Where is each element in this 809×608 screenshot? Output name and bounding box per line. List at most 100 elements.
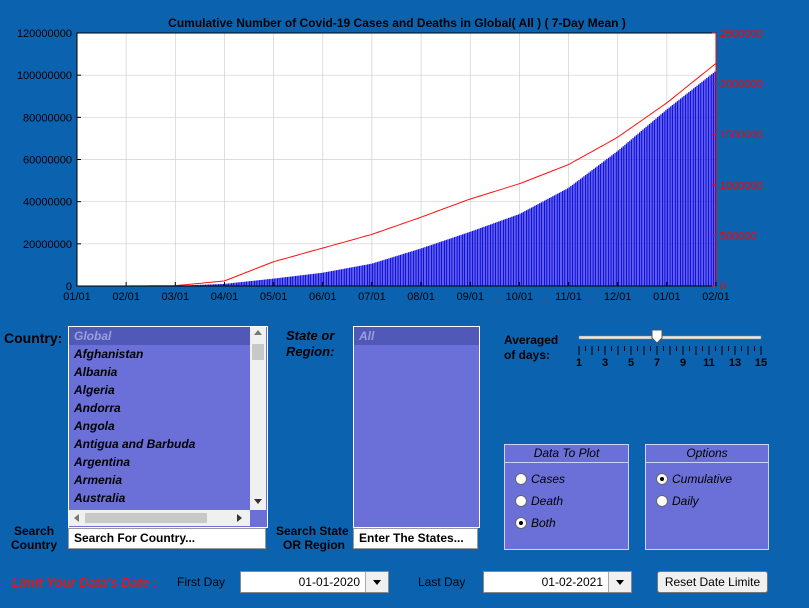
cases-bar: [337, 269, 339, 286]
cases-bar: [393, 256, 395, 286]
slider-track[interactable]: [578, 335, 762, 340]
country-item[interactable]: Australia: [74, 491, 126, 505]
search-state-label-2: OR Region: [283, 538, 345, 552]
cases-bar: [216, 284, 218, 286]
radio-button-icon[interactable]: [515, 494, 527, 507]
cases-bar: [422, 247, 425, 286]
cases-bar: [247, 281, 249, 286]
cases-bar: [670, 106, 672, 286]
cases-bar: [378, 261, 380, 286]
cases-bar: [496, 222, 498, 286]
cases-bar: [503, 219, 505, 286]
country-search-input[interactable]: Search For Country...: [68, 528, 266, 549]
cases-bar: [491, 223, 493, 286]
cases-bar: [262, 279, 264, 286]
cases-bar: [231, 283, 233, 286]
cases-bar: [576, 181, 579, 286]
last-day-picker[interactable]: 01-02-2021: [483, 571, 632, 593]
x-tick-label: 05/01: [260, 291, 288, 303]
first-day-picker[interactable]: 01-01-2020: [240, 571, 389, 593]
scroll-down-icon[interactable]: [254, 499, 262, 504]
days-slider[interactable]: 1 3 5 7 9 11 13 15: [570, 326, 770, 372]
cases-bar: [353, 266, 356, 286]
cases-bar: [507, 217, 510, 286]
state-item[interactable]: All: [354, 327, 479, 345]
country-item[interactable]: Argentina: [74, 455, 131, 469]
first-day-dropdown-icon[interactable]: [365, 572, 388, 592]
country-item[interactable]: Albania: [74, 365, 118, 379]
cases-bar: [466, 232, 469, 286]
country-scrollbar-v[interactable]: [250, 327, 266, 510]
country-item[interactable]: Algeria: [74, 383, 115, 397]
cases-bar: [548, 197, 551, 286]
cases-bar: [375, 262, 377, 286]
cases-bar: [476, 229, 479, 286]
cases-bar: [686, 93, 688, 287]
cases-bar: [524, 211, 526, 286]
cases-bar: [655, 118, 657, 286]
radio-button-icon[interactable]: [515, 516, 527, 529]
cases-bar: [250, 280, 252, 286]
cases-bar: [437, 242, 439, 286]
cases-bar: [534, 205, 536, 286]
cases-bar: [607, 157, 610, 286]
cases-bar: [663, 111, 665, 286]
country-scrollbar-h[interactable]: [69, 510, 250, 526]
country-item[interactable]: Andorra: [74, 401, 121, 415]
cases-bar: [575, 182, 577, 286]
cases-bar: [657, 117, 659, 286]
cases-bar: [619, 148, 621, 286]
cases-bar: [208, 284, 210, 286]
country-item[interactable]: Antigua and Barbuda: [74, 437, 196, 451]
cases-bar: [681, 97, 683, 287]
cases-bar: [602, 161, 605, 286]
scroll-up-icon[interactable]: [254, 330, 262, 335]
cases-bar: [483, 226, 485, 286]
scroll-right-icon[interactable]: [237, 514, 242, 522]
cases-bar: [604, 160, 606, 286]
cases-bar: [661, 112, 664, 286]
scroll-thumb-h[interactable]: [85, 513, 207, 523]
country-item[interactable]: Global: [69, 327, 250, 345]
cases-bar: [519, 213, 521, 286]
radio-button-icon[interactable]: [656, 472, 668, 485]
state-search-input[interactable]: Enter The States...: [353, 528, 478, 549]
data-to-plot-option[interactable]: Cases: [515, 471, 565, 487]
options-option[interactable]: Daily: [656, 493, 699, 509]
cases-bar: [650, 122, 652, 286]
cases-bar: [404, 253, 407, 286]
cases-bar: [334, 270, 336, 286]
data-to-plot-option[interactable]: Both: [515, 515, 556, 531]
country-list[interactable]: Global Afghanistan Albania Algeria Andorra An…: [68, 326, 268, 528]
cases-bar: [570, 186, 572, 286]
slider-thumb[interactable]: [651, 329, 663, 344]
last-day-dropdown-icon[interactable]: [608, 572, 631, 592]
cases-bar: [552, 196, 554, 286]
x-tick-label: 11/01: [555, 291, 582, 303]
scroll-thumb-v[interactable]: [252, 344, 264, 360]
cases-bar: [488, 225, 490, 286]
radio-button-icon[interactable]: [656, 494, 668, 507]
slider-tick-label: 7: [654, 357, 660, 369]
cases-bar: [475, 229, 477, 286]
reset-date-button[interactable]: Reset Date Limite: [657, 571, 768, 593]
cases-bar: [542, 201, 544, 286]
cases-bar: [668, 107, 670, 286]
cases-bar: [245, 281, 248, 286]
country-item[interactable]: Afghanistan: [74, 347, 144, 361]
data-to-plot-option[interactable]: Death: [515, 493, 563, 509]
country-item[interactable]: Angola: [74, 419, 115, 433]
cases-bar: [583, 176, 585, 286]
country-item[interactable]: Armenia: [74, 473, 123, 487]
cases-bar: [342, 268, 344, 286]
cases-bar: [539, 203, 541, 286]
scroll-left-icon[interactable]: [74, 514, 79, 522]
cases-bar: [571, 184, 574, 286]
cases-bar: [699, 83, 701, 287]
options-option[interactable]: Cumulative: [656, 471, 732, 487]
cases-bar: [470, 231, 472, 286]
state-list[interactable]: All: [353, 326, 480, 528]
cases-bar: [360, 265, 362, 286]
x-tick-label: 07/01: [358, 291, 386, 303]
radio-button-icon[interactable]: [515, 472, 527, 485]
